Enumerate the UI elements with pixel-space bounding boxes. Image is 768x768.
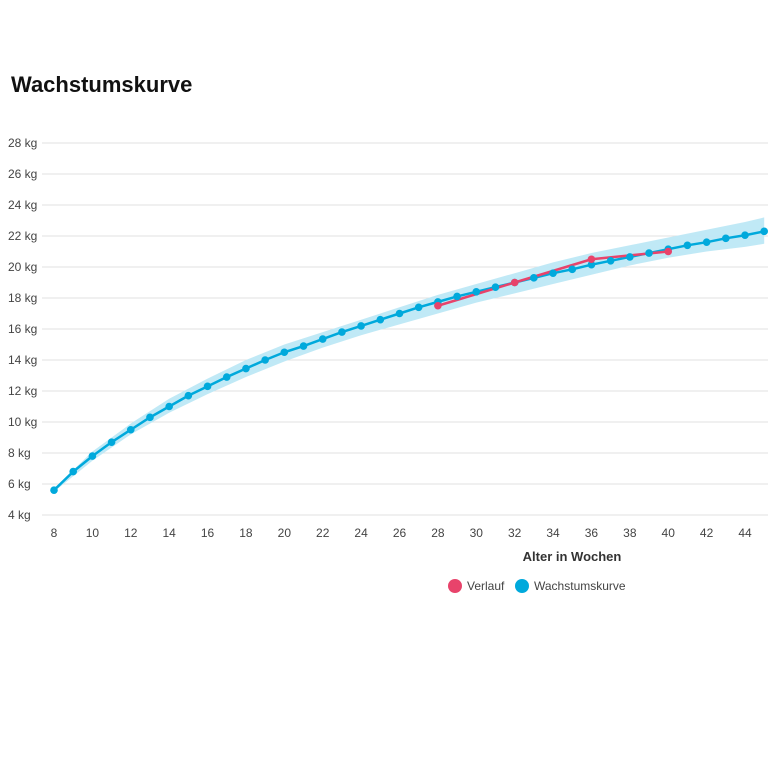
y-tick-label: 20 kg <box>8 260 37 274</box>
y-tick-label: 4 kg <box>8 508 31 522</box>
data-point-wachstumskurve <box>741 231 749 240</box>
legend: Verlauf Wachstumskurve <box>448 579 626 593</box>
x-tick-label: 36 <box>585 526 599 540</box>
x-axis-ticks: 8 10 12 14 16 18 20 22 24 26 28 30 32 34 36 38 40 42 44 <box>51 526 752 540</box>
data-point-wachstumskurve <box>702 238 711 246</box>
y-axis-ticks: 4 kg 6 kg 8 kg 10 kg 12 kg 14 kg 16 kg 18 kg 20 … <box>8 136 37 522</box>
x-tick-label: 32 <box>508 526 522 540</box>
y-tick-label: 28 kg <box>8 136 37 150</box>
y-tick-label: 16 kg <box>8 322 37 336</box>
chart-title: Wachstumskurve <box>11 72 193 97</box>
data-point-wachstumskurve <box>587 260 596 269</box>
x-tick-label: 44 <box>738 526 752 540</box>
x-tick-label: 10 <box>86 526 100 540</box>
data-point-wachstumskurve <box>318 335 327 343</box>
legend-label-wachstumskurve: Wachstumskurve <box>534 579 626 593</box>
x-tick-label: 40 <box>662 526 676 540</box>
x-tick-label: 42 <box>700 526 714 540</box>
data-point-wachstumskurve <box>395 309 404 318</box>
data-point-wachstumskurve <box>645 249 653 257</box>
series-lines <box>52 230 766 492</box>
data-point-wachstumskurve <box>280 348 289 357</box>
data-point-wachstumskurve <box>69 467 77 476</box>
data-point-wachstumskurve <box>491 283 500 291</box>
data-point-wachstumskurve <box>683 241 692 250</box>
x-tick-label: 30 <box>470 526 484 540</box>
y-tick-label: 6 kg <box>8 477 31 491</box>
data-point-wachstumskurve <box>184 391 193 400</box>
legend-marker-verlauf <box>448 579 462 593</box>
y-tick-label: 10 kg <box>8 415 37 429</box>
data-point-wachstumskurve <box>88 452 97 460</box>
x-tick-label: 8 <box>51 526 58 540</box>
data-point-wachstumskurve <box>376 315 385 324</box>
x-tick-label: 38 <box>623 526 637 540</box>
y-tick-label: 8 kg <box>8 446 31 460</box>
data-point-wachstumskurve <box>146 413 154 422</box>
data-point-wachstumskurve <box>357 322 365 330</box>
legend-label-verlauf: Verlauf <box>467 579 505 593</box>
data-point-wachstumskurve <box>222 373 231 381</box>
percentile-band <box>54 217 765 492</box>
data-point-wachstumskurve <box>261 356 269 364</box>
y-tick-label: 18 kg <box>8 291 37 305</box>
series-line-wachstumskurve <box>52 230 766 492</box>
x-tick-label: 26 <box>393 526 407 540</box>
data-point-wachstumskurve <box>50 486 58 495</box>
x-tick-label: 28 <box>431 526 445 540</box>
x-tick-label: 18 <box>239 526 253 540</box>
data-point-wachstumskurve <box>626 253 634 261</box>
x-tick-label: 20 <box>278 526 292 540</box>
x-tick-label: 14 <box>162 526 176 540</box>
y-tick-label: 22 kg <box>8 229 37 243</box>
data-point-wachstumskurve <box>568 265 577 274</box>
data-point-verlauf <box>434 301 442 310</box>
data-point-wachstumskurve <box>203 382 212 391</box>
data-point-wachstumskurve <box>530 274 538 282</box>
data-point-wachstumskurve <box>242 364 250 373</box>
x-axis-label: Alter in Wochen <box>523 549 622 564</box>
data-point-wachstumskurve <box>299 342 308 350</box>
x-tick-label: 24 <box>354 526 368 540</box>
series-points <box>50 227 768 495</box>
data-point-verlauf <box>664 247 673 256</box>
data-point-wachstumskurve <box>549 269 557 278</box>
data-point-wachstumskurve <box>453 292 461 301</box>
y-tick-label: 14 kg <box>8 353 37 367</box>
x-tick-label: 12 <box>124 526 138 540</box>
y-tick-label: 24 kg <box>8 198 37 212</box>
data-point-wachstumskurve <box>606 257 615 265</box>
data-point-verlauf <box>587 255 596 264</box>
data-point-wachstumskurve <box>165 402 173 411</box>
data-point-verlauf <box>510 278 519 287</box>
y-tick-label: 26 kg <box>8 167 37 181</box>
legend-marker-wachstumskurve <box>515 579 529 593</box>
data-point-wachstumskurve <box>126 425 135 434</box>
data-point-wachstumskurve <box>338 328 346 336</box>
x-tick-label: 22 <box>316 526 330 540</box>
data-point-wachstumskurve <box>760 227 768 236</box>
data-point-wachstumskurve <box>107 438 116 446</box>
x-tick-label: 16 <box>201 526 215 540</box>
data-point-wachstumskurve <box>722 234 730 243</box>
data-point-wachstumskurve <box>414 303 423 312</box>
x-tick-label: 34 <box>546 526 560 540</box>
data-point-wachstumskurve <box>472 288 481 296</box>
grid-lines <box>42 142 768 516</box>
y-tick-label: 12 kg <box>8 384 37 398</box>
